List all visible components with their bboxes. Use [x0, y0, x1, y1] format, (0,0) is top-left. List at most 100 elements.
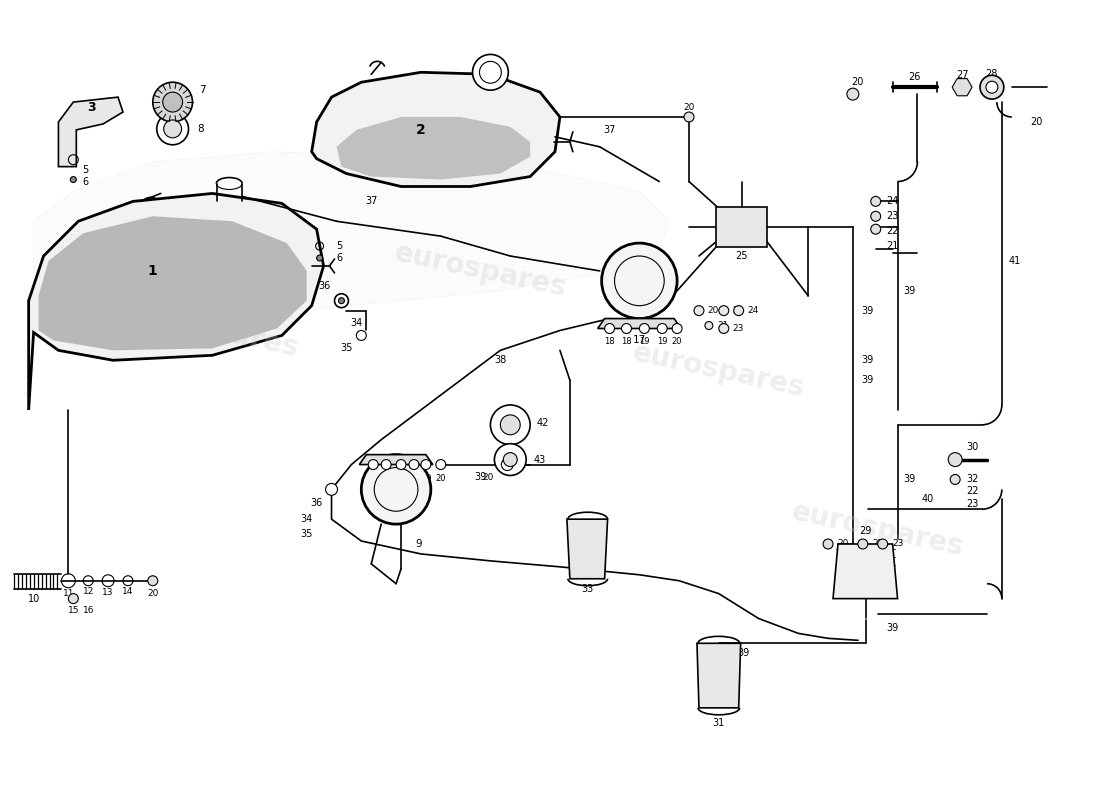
Circle shape	[147, 576, 157, 586]
Text: 21: 21	[717, 321, 728, 330]
Text: 31: 31	[713, 718, 725, 728]
Text: 20: 20	[483, 473, 494, 482]
Circle shape	[871, 211, 881, 222]
Text: 2: 2	[416, 123, 426, 137]
Text: 26: 26	[909, 72, 921, 82]
Text: 6: 6	[337, 253, 342, 263]
Circle shape	[368, 459, 378, 470]
Polygon shape	[39, 216, 307, 350]
Circle shape	[396, 459, 406, 470]
Text: 20: 20	[683, 102, 695, 111]
Circle shape	[436, 459, 446, 470]
Polygon shape	[58, 97, 123, 166]
Polygon shape	[311, 72, 560, 186]
Circle shape	[980, 75, 1004, 99]
Circle shape	[621, 323, 631, 334]
Text: 39: 39	[903, 286, 915, 296]
Text: 24: 24	[747, 306, 758, 315]
Circle shape	[153, 82, 192, 122]
Circle shape	[68, 594, 78, 603]
Polygon shape	[697, 643, 740, 708]
Circle shape	[494, 444, 526, 475]
Text: 20: 20	[1031, 117, 1043, 127]
Circle shape	[734, 306, 744, 315]
Text: 20: 20	[672, 337, 682, 346]
Circle shape	[157, 113, 188, 145]
Text: 23: 23	[887, 211, 899, 222]
Circle shape	[361, 454, 431, 524]
Circle shape	[858, 539, 868, 549]
Circle shape	[672, 323, 682, 334]
Text: 27: 27	[956, 70, 968, 80]
Text: 43: 43	[534, 454, 547, 465]
Text: eurospares: eurospares	[392, 239, 570, 303]
Text: 6: 6	[82, 177, 88, 186]
Text: 19: 19	[639, 337, 650, 346]
Text: 9: 9	[416, 539, 422, 549]
Text: 40: 40	[921, 494, 934, 504]
Text: 17: 17	[381, 474, 392, 483]
Text: 39: 39	[861, 375, 873, 385]
Text: 39: 39	[474, 473, 486, 482]
Text: 29: 29	[859, 526, 872, 536]
Text: 22: 22	[733, 306, 744, 315]
Polygon shape	[597, 318, 681, 329]
Circle shape	[334, 294, 349, 308]
Text: 32: 32	[966, 474, 978, 485]
Text: 37: 37	[604, 125, 616, 135]
Text: 20: 20	[851, 78, 864, 87]
Circle shape	[409, 459, 419, 470]
Circle shape	[70, 177, 76, 182]
Text: 41: 41	[1009, 256, 1021, 266]
Circle shape	[504, 453, 517, 466]
Circle shape	[500, 415, 520, 434]
Circle shape	[694, 306, 704, 315]
Circle shape	[878, 539, 888, 549]
Text: 28: 28	[986, 70, 998, 79]
Polygon shape	[360, 454, 432, 465]
Text: 5: 5	[82, 165, 88, 174]
Circle shape	[317, 255, 322, 261]
Text: 10: 10	[28, 594, 40, 604]
FancyBboxPatch shape	[716, 207, 768, 247]
Text: 17: 17	[632, 335, 646, 346]
Polygon shape	[34, 152, 669, 310]
Circle shape	[602, 243, 678, 318]
Text: 22: 22	[887, 226, 899, 236]
Circle shape	[491, 405, 530, 445]
Text: 39: 39	[887, 623, 899, 634]
Text: 14: 14	[122, 587, 133, 596]
Text: 13: 13	[102, 588, 113, 597]
Text: 38: 38	[494, 355, 506, 366]
Circle shape	[718, 306, 728, 315]
Text: 8: 8	[197, 124, 204, 134]
Text: 24: 24	[887, 196, 899, 206]
Circle shape	[823, 539, 833, 549]
Text: 18: 18	[367, 474, 378, 483]
Text: 20: 20	[147, 589, 158, 598]
Circle shape	[339, 298, 344, 304]
Circle shape	[326, 483, 338, 495]
Text: 20: 20	[436, 474, 446, 483]
Circle shape	[164, 120, 182, 138]
Circle shape	[502, 458, 514, 470]
Text: 30: 30	[966, 442, 978, 452]
Circle shape	[382, 459, 392, 470]
Polygon shape	[953, 78, 972, 96]
Circle shape	[684, 112, 694, 122]
Text: 7: 7	[199, 85, 206, 95]
Text: 1: 1	[147, 264, 157, 278]
Text: 18: 18	[604, 337, 615, 346]
Circle shape	[986, 82, 998, 93]
Text: 42: 42	[537, 418, 549, 428]
Text: 20: 20	[837, 539, 848, 549]
Circle shape	[356, 330, 366, 341]
Text: 35: 35	[340, 343, 353, 354]
Text: 19: 19	[409, 474, 419, 483]
Circle shape	[163, 92, 183, 112]
Polygon shape	[29, 194, 323, 410]
Circle shape	[605, 323, 615, 334]
Text: 3: 3	[87, 101, 96, 114]
Text: 39: 39	[903, 474, 915, 485]
Text: eurospares: eurospares	[789, 497, 967, 561]
